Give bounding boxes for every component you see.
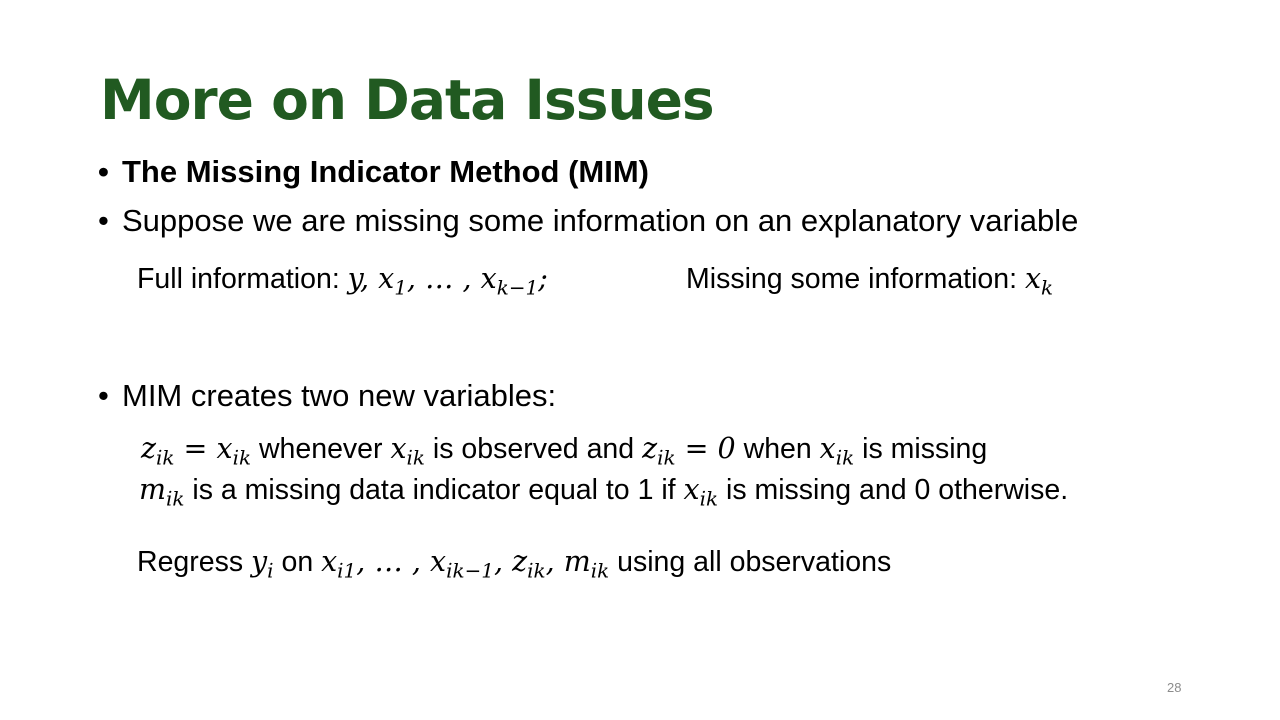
text: is missing: [854, 433, 988, 465]
missing-information-math: xk: [1024, 262, 1053, 300]
math-text: , z: [493, 545, 528, 578]
text: is missing and 0 otherwise.: [718, 474, 1069, 506]
math-subscript: ik: [406, 445, 425, 470]
math-text: = x: [174, 432, 233, 465]
slide-title: More on Data Issues: [100, 68, 715, 132]
bullet-text: MIM creates two new variables:: [122, 378, 557, 413]
bullet-text: The Missing Indicator Method (MIM): [122, 154, 649, 189]
text: is a missing data indicator equal to 1 i…: [184, 474, 684, 506]
bullet-text: Suppose we are missing some information …: [122, 203, 1079, 238]
z-definition-line: zik = xik whenever xik is observed and z…: [141, 432, 987, 470]
math-text: , … , x: [406, 262, 497, 295]
text: on: [273, 546, 322, 578]
bullet-dot: •: [98, 378, 109, 413]
math-text: y, x: [347, 262, 395, 295]
math-text: z: [141, 432, 157, 465]
missing-information-label: Missing some information:: [686, 263, 1018, 295]
bullet-mim-heading: • The Missing Indicator Method (MIM): [98, 154, 649, 190]
bullet-missing-info: • Suppose we are missing some information…: [98, 203, 1078, 239]
math-z: zik = xik: [141, 432, 251, 470]
math-subscript: k−1: [496, 275, 539, 300]
bullet-mim-creates: • MIM creates two new variables:: [98, 378, 556, 414]
math-regressors: xi1, … , xik−1, zik, mik: [321, 545, 609, 583]
text: using all observations: [609, 546, 892, 578]
math-subscript: ik: [156, 445, 175, 470]
math-subscript: i1: [337, 558, 357, 583]
math-subscript: i: [267, 558, 274, 583]
math-subscript: ik: [657, 445, 676, 470]
full-information-label: Full information:: [137, 263, 340, 295]
math-text: , m: [545, 545, 591, 578]
missing-information-line: Missing some information: xk: [686, 262, 1053, 300]
math-text: x: [819, 432, 836, 465]
math-m: mik: [139, 473, 185, 511]
text: when: [735, 433, 820, 465]
math-text: , … , x: [356, 545, 447, 578]
math-text: x: [321, 545, 338, 578]
math-z-zero: zik = 0: [642, 432, 736, 470]
text: is observed and: [425, 433, 643, 465]
math-text: x: [683, 473, 700, 506]
math-text: = 0: [675, 432, 736, 465]
math-text: z: [642, 432, 658, 465]
bullet-dot: •: [98, 154, 109, 189]
math-subscript: ik: [699, 486, 719, 511]
full-information-math: y, x1, … , xk−1;: [347, 262, 548, 300]
math-subscript: ik: [527, 558, 546, 583]
text: whenever: [251, 433, 391, 465]
math-x: xik: [390, 432, 425, 470]
math-subscript: 1: [394, 275, 407, 300]
math-subscript: ik: [590, 558, 610, 583]
math-text: x: [390, 432, 407, 465]
math-y: yi: [251, 545, 274, 583]
regression-line: Regress yi on xi1, … , xik−1, zik, mik u…: [137, 545, 891, 583]
math-text: ;: [538, 262, 548, 295]
math-subscript: ik: [835, 445, 855, 470]
math-subscript: ik: [166, 486, 185, 511]
math-x: xik: [819, 432, 855, 470]
text: Regress: [137, 546, 252, 578]
m-definition-line: mik is a missing data indicator equal to…: [139, 473, 1068, 511]
math-text: x: [1024, 262, 1042, 295]
math-subscript: ik−1: [446, 558, 494, 583]
math-subscript: k: [1041, 275, 1054, 300]
math-x: xik: [683, 473, 719, 511]
math-text: m: [139, 473, 167, 506]
math-text: y: [251, 545, 268, 578]
math-subscript: ik: [232, 445, 252, 470]
bullet-dot: •: [98, 203, 109, 238]
full-information-line: Full information: y, x1, … , xk−1;: [137, 262, 548, 300]
page-number: 28: [1167, 680, 1182, 695]
